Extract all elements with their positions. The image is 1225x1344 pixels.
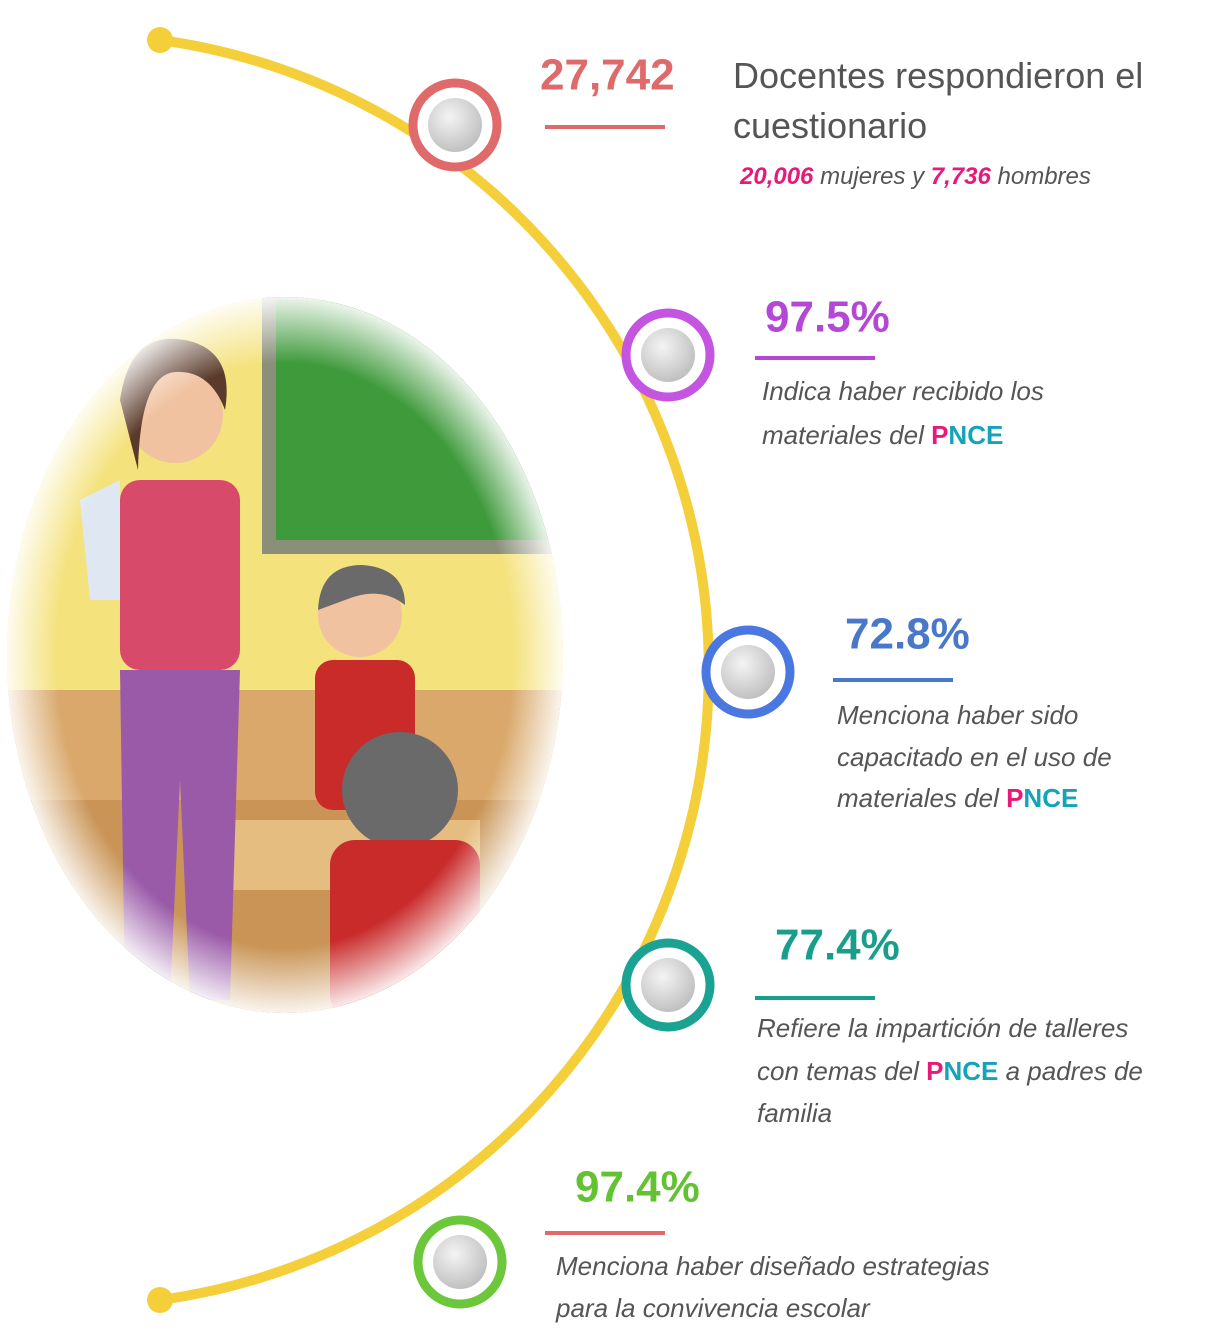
text-segment: familia [757, 1098, 832, 1128]
note-text: mujeres y [813, 163, 930, 190]
item: 27,742 Docentes respondieron el cuestionar… [413, 51, 1143, 191]
text-segment: Indica haber recibido los [762, 376, 1044, 406]
description-line: con temas del PNCE a padres de [757, 1056, 1143, 1086]
note-text: hombres [991, 163, 1091, 190]
text-segment: cuestionario [733, 105, 927, 146]
item: 97.5% Indica haber recibido los materiales… [626, 293, 1044, 450]
node-knob [433, 1235, 487, 1289]
note: 20,006 mujeres y 7,736 hombres [739, 163, 1091, 190]
heading: 72.8% [845, 610, 970, 659]
brand: P [931, 420, 948, 450]
node-knob [641, 958, 695, 1012]
text-segment: para la convivencia escolar [555, 1293, 871, 1323]
heading: 27,742 [540, 51, 675, 100]
heading: 97.4% [575, 1163, 700, 1212]
text-segment: a padres de [998, 1056, 1143, 1086]
text-segment: Menciona haber sido [837, 700, 1078, 730]
description-line: familia [757, 1098, 832, 1128]
node-knob [721, 645, 775, 699]
heading: 97.5% [765, 293, 890, 342]
text-segment: Refiere la impartición de talleres [757, 1013, 1128, 1043]
description-line: Menciona haber diseñado estrategias [556, 1251, 990, 1281]
note-number: 7,736 [931, 163, 992, 190]
text-segment: Menciona haber diseñado estrategias [556, 1251, 990, 1281]
note-number: 20,006 [739, 163, 814, 190]
illustration [0, 290, 576, 1030]
description-line: materiales del PNCE [837, 783, 1078, 813]
description-line: Refiere la impartición de talleres [757, 1013, 1128, 1043]
text-segment: capacitado en el uso de [837, 742, 1112, 772]
brand: NCE [943, 1056, 998, 1086]
arc-end [147, 27, 173, 53]
brand: P [1006, 783, 1023, 813]
text-segment: materiales del [837, 783, 1006, 813]
description-line: capacitado en el uso de [837, 742, 1112, 772]
description-line: para la convivencia escolar [555, 1293, 871, 1323]
description-line: Menciona haber sido [837, 700, 1078, 730]
infographic: 27,742 Docentes respondieron el cuestionar… [0, 0, 1225, 1344]
description-line: Indica haber recibido los [762, 376, 1044, 406]
text-segment: con temas del [757, 1056, 926, 1086]
brand: NCE [1023, 783, 1078, 813]
node-knob [428, 98, 482, 152]
brand: NCE [948, 420, 1003, 450]
item: 72.8% Menciona haber sido capacitado en el… [706, 610, 1112, 813]
node-knob [641, 328, 695, 382]
text-segment: materiales del [762, 420, 931, 450]
brand: P [926, 1056, 943, 1086]
item: 97.4% Menciona haber diseñado estrategias… [418, 1163, 990, 1323]
description-line: Docentes respondieron el [733, 55, 1143, 96]
description-line: materiales del PNCE [762, 420, 1003, 450]
description-line: cuestionario [733, 105, 927, 146]
arc-end [147, 1287, 173, 1313]
text-segment: Docentes respondieron el [733, 55, 1143, 96]
item: 77.4% Refiere la impartición de talleres c… [626, 921, 1143, 1128]
heading: 77.4% [775, 921, 900, 970]
